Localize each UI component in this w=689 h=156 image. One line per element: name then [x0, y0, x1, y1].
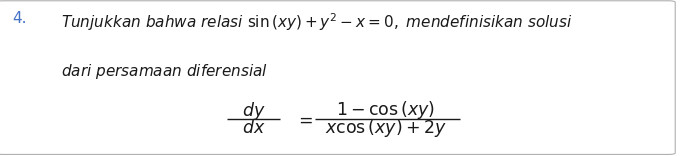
Text: $=$: $=$	[295, 110, 313, 128]
Text: $\mathit{dari\ persamaan\ diferensial}$: $\mathit{dari\ persamaan\ diferensial}$	[61, 62, 267, 81]
Text: $\mathit{Tunjukkan\ bahwa\ relasi}\ \sin\left(xy\right)+y^{2}-x=0,\ \mathit{mend: $\mathit{Tunjukkan\ bahwa\ relasi}\ \sin…	[61, 11, 573, 33]
Text: $x\cos\left(xy\right)+2y$: $x\cos\left(xy\right)+2y$	[325, 117, 446, 139]
Text: $dx$: $dx$	[242, 119, 265, 137]
Text: 4.: 4.	[12, 11, 27, 26]
Text: $1-\cos\left(xy\right)$: $1-\cos\left(xy\right)$	[336, 99, 435, 121]
Text: $dy$: $dy$	[242, 100, 265, 122]
FancyBboxPatch shape	[0, 1, 675, 154]
